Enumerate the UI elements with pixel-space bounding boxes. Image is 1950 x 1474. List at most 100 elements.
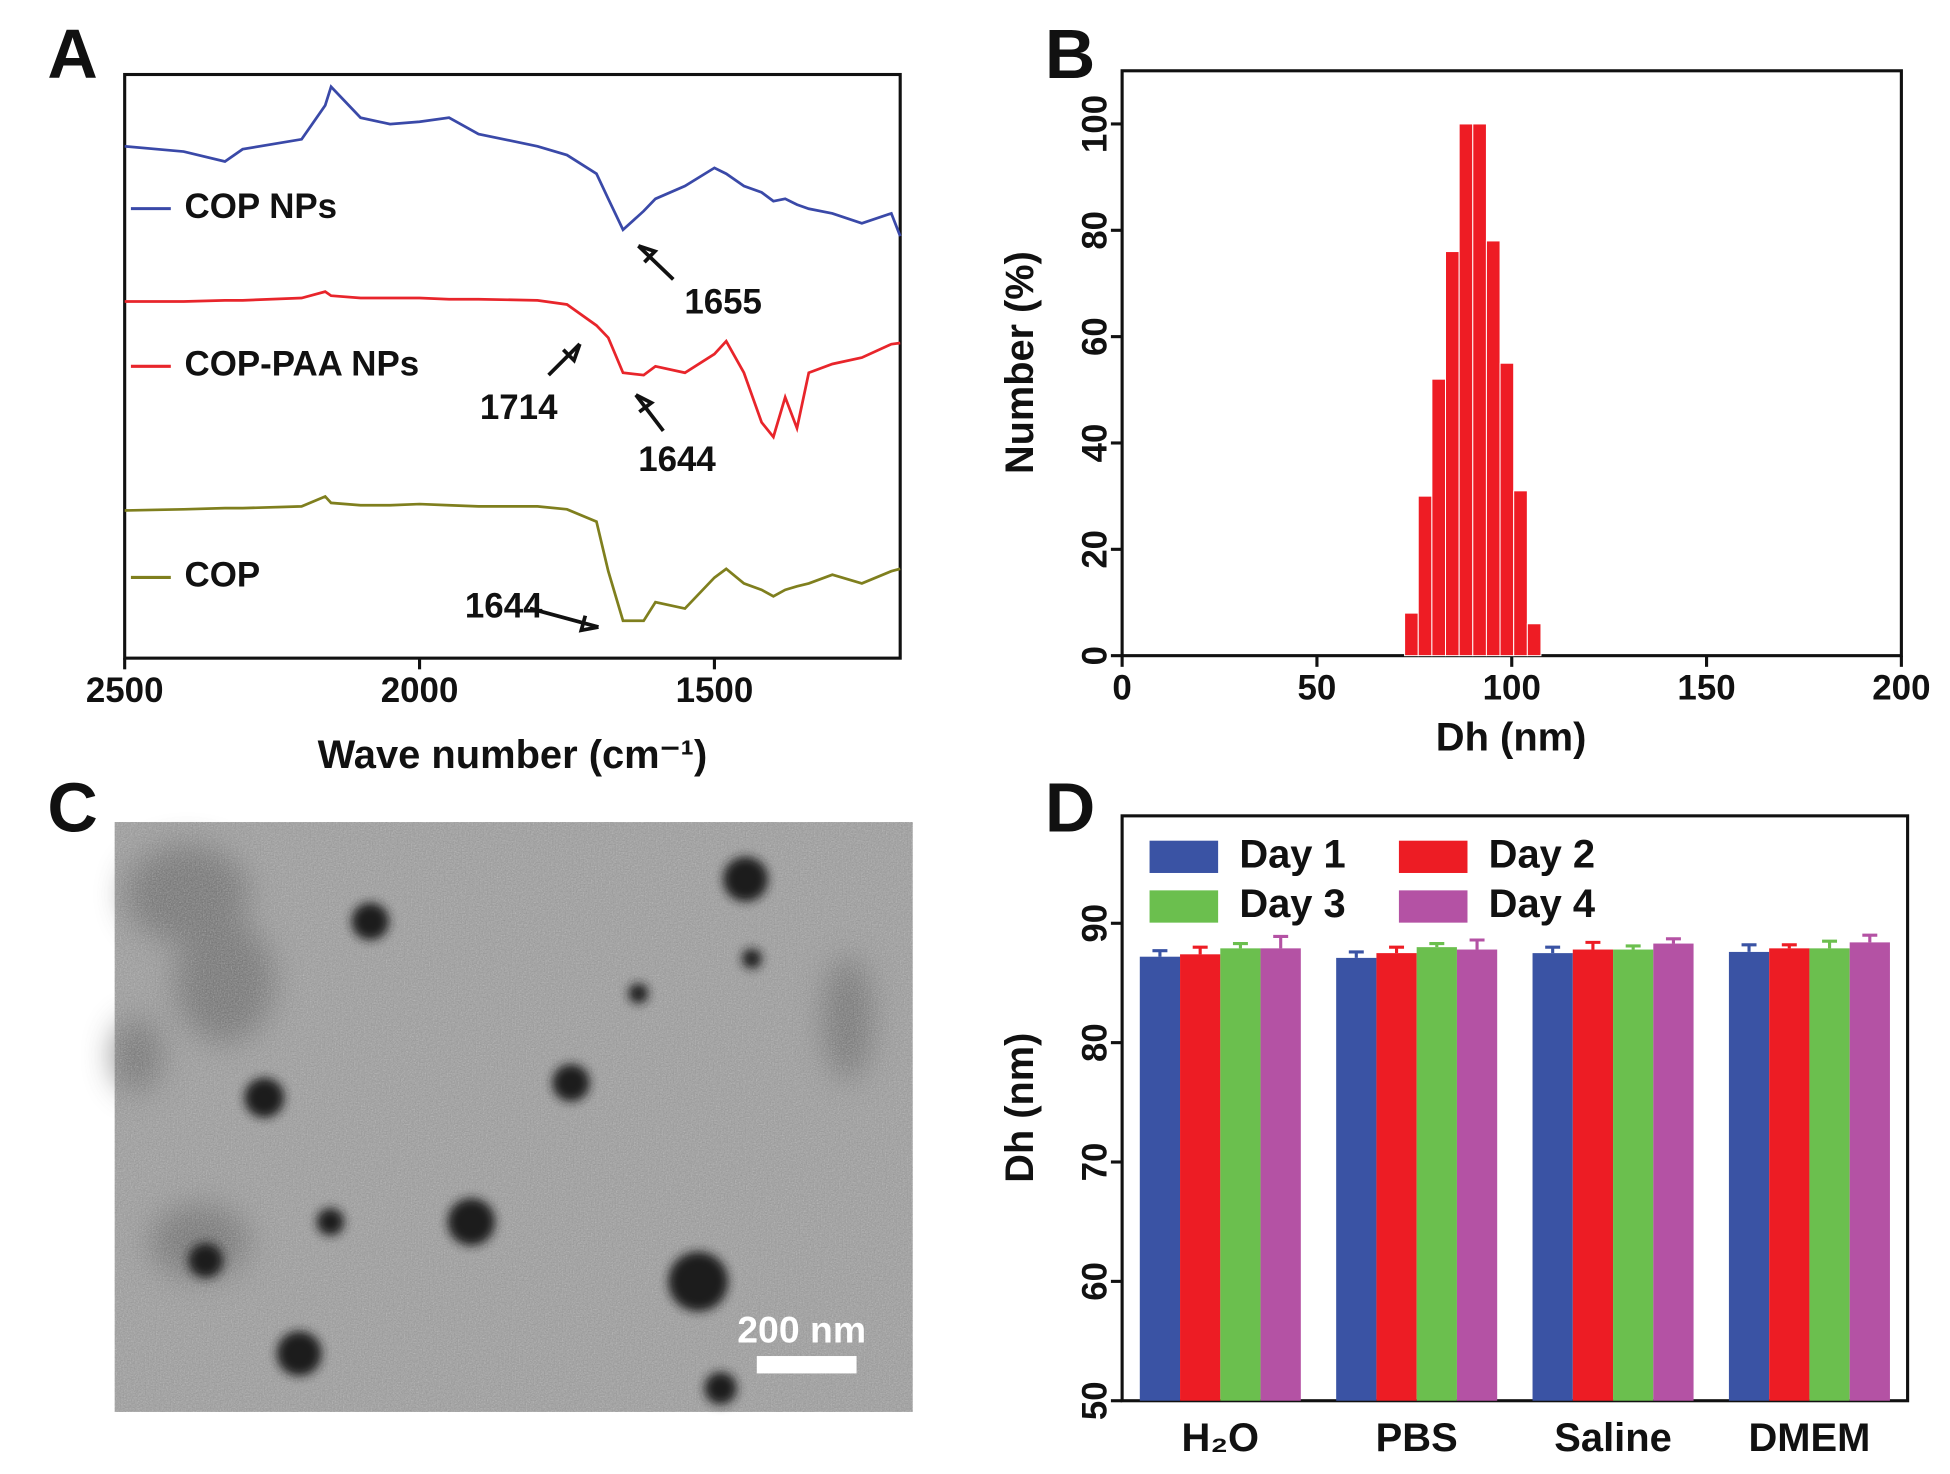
error-bar bbox=[1469, 938, 1485, 950]
y-tick-label: 80 bbox=[1075, 211, 1114, 250]
scale-bar-label: 200 nm bbox=[737, 1308, 866, 1350]
histogram-bar bbox=[1458, 123, 1474, 657]
legend-label: COP bbox=[185, 556, 261, 595]
y-tick-label: 40 bbox=[1075, 424, 1114, 463]
bar bbox=[1849, 942, 1890, 1401]
histogram-bar bbox=[1445, 251, 1460, 657]
legend-label: COP NPs bbox=[185, 187, 338, 226]
annotation-arrowhead bbox=[561, 343, 582, 364]
bar bbox=[1139, 956, 1181, 1401]
y-tick-label: 60 bbox=[1075, 1262, 1114, 1301]
error-bar bbox=[1429, 942, 1445, 948]
legend-label: Day 4 bbox=[1489, 882, 1595, 926]
panel-label: D bbox=[1045, 769, 1095, 847]
y-tick-label: 50 bbox=[1075, 1381, 1114, 1420]
y-tick-label: 60 bbox=[1075, 317, 1114, 356]
plot-frame bbox=[1120, 814, 1910, 1403]
annotation-arrow bbox=[637, 244, 675, 281]
plot-frame bbox=[123, 72, 902, 660]
legend-swatch bbox=[1398, 890, 1468, 923]
x-tick-label: 50 bbox=[1298, 669, 1337, 708]
tem-grain bbox=[114, 822, 913, 1412]
error-bar bbox=[1862, 933, 1878, 943]
y-axis-label: Dh (nm) bbox=[998, 1033, 1042, 1183]
histogram-bar bbox=[1485, 240, 1501, 657]
bar bbox=[1532, 953, 1573, 1401]
histogram-bar bbox=[1499, 362, 1515, 657]
panel-label: B bbox=[1045, 15, 1095, 93]
error-bar bbox=[1273, 934, 1289, 949]
annotation-arrowhead bbox=[637, 244, 659, 264]
bar bbox=[1376, 953, 1417, 1401]
x-tick-label: PBS bbox=[1376, 1416, 1458, 1460]
bar bbox=[1653, 943, 1694, 1401]
legend-label: Day 3 bbox=[1239, 882, 1345, 926]
spectrum-line bbox=[124, 290, 901, 440]
legend-label: Day 1 bbox=[1239, 832, 1345, 876]
histogram-bar bbox=[1472, 123, 1487, 657]
legend-label: COP-PAA NPs bbox=[185, 345, 420, 384]
x-axis-label: Dh (nm) bbox=[1436, 716, 1587, 760]
x-tick-label: Saline bbox=[1554, 1416, 1671, 1460]
bar bbox=[1769, 948, 1810, 1401]
tem-image: 200 nm bbox=[112, 822, 913, 1412]
error-bar bbox=[1781, 943, 1797, 949]
x-tick-label: 150 bbox=[1677, 669, 1735, 708]
bar bbox=[1220, 948, 1261, 1401]
x-tick-label: 1500 bbox=[676, 671, 754, 710]
spectrum-line bbox=[124, 494, 901, 623]
annotation: 1714 bbox=[480, 388, 558, 427]
error-bar bbox=[1665, 937, 1681, 944]
annotation-arrow bbox=[547, 342, 582, 377]
y-tick-label: 90 bbox=[1075, 904, 1114, 943]
annotation-arrow bbox=[529, 606, 599, 629]
histogram-bar bbox=[1513, 490, 1528, 657]
annotation: 1655 bbox=[684, 282, 762, 321]
panel-label: A bbox=[47, 15, 97, 93]
scale-bar bbox=[756, 1356, 857, 1374]
annotation: 1644 bbox=[638, 440, 716, 479]
legend-label: Day 2 bbox=[1489, 832, 1595, 876]
legend-swatch bbox=[1398, 840, 1468, 873]
error-bar bbox=[1152, 949, 1168, 957]
error-bar bbox=[1741, 943, 1757, 952]
bar bbox=[1336, 957, 1377, 1401]
x-tick-label: 2500 bbox=[86, 671, 164, 710]
x-tick-label: H₂O bbox=[1182, 1416, 1260, 1460]
bar bbox=[1728, 951, 1770, 1401]
error-bar bbox=[1192, 945, 1208, 955]
error-bar bbox=[1625, 944, 1641, 950]
histogram-bar bbox=[1404, 612, 1419, 657]
annotation-arrowhead bbox=[635, 393, 655, 414]
bar bbox=[1809, 948, 1850, 1401]
error-bar bbox=[1348, 950, 1364, 958]
panel-label: C bbox=[47, 769, 97, 847]
y-tick-label: 80 bbox=[1075, 1023, 1114, 1062]
error-bar bbox=[1585, 940, 1601, 950]
annotation-arrow bbox=[634, 393, 665, 433]
histogram-bar bbox=[1526, 623, 1542, 657]
bar bbox=[1260, 948, 1301, 1401]
x-tick-label: 200 bbox=[1872, 669, 1930, 708]
error-bar bbox=[1822, 939, 1838, 949]
bar bbox=[1613, 949, 1654, 1401]
annotation: 1644 bbox=[465, 587, 543, 626]
error-bar bbox=[1545, 945, 1561, 954]
histogram-bar bbox=[1431, 378, 1447, 657]
y-tick-label: 100 bbox=[1075, 95, 1114, 153]
error-bar bbox=[1389, 945, 1405, 954]
bar bbox=[1456, 949, 1498, 1401]
tem-particles bbox=[188, 856, 769, 1405]
bar bbox=[1572, 949, 1614, 1401]
annotation-arrowhead bbox=[578, 615, 599, 633]
y-tick-label: 0 bbox=[1075, 646, 1114, 665]
x-tick-label: 100 bbox=[1483, 669, 1541, 708]
bar bbox=[1180, 954, 1221, 1401]
y-tick-label: 70 bbox=[1075, 1143, 1114, 1182]
x-tick-label: DMEM bbox=[1749, 1416, 1871, 1460]
spectrum-line bbox=[124, 84, 902, 237]
y-axis-label: Number (%) bbox=[998, 251, 1042, 474]
bar bbox=[1416, 947, 1457, 1401]
y-tick-label: 20 bbox=[1075, 530, 1114, 569]
